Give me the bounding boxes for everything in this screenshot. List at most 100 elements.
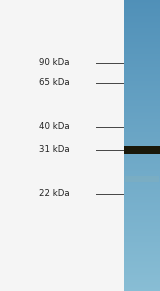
Bar (124, 98, 160, 99)
Bar (124, 76, 160, 77)
Bar (124, 284, 160, 285)
Bar (124, 216, 160, 217)
Bar (124, 137, 160, 138)
Bar (124, 38, 160, 39)
Bar (124, 2, 160, 3)
Bar (124, 31, 160, 32)
Bar (124, 53, 160, 54)
Bar (124, 36, 160, 37)
Bar (124, 151, 160, 152)
Bar (124, 214, 160, 215)
Bar (124, 266, 160, 267)
Bar (124, 267, 160, 268)
Bar (124, 128, 160, 129)
Bar (124, 122, 160, 123)
Bar (124, 255, 160, 256)
Bar (124, 17, 160, 18)
Text: 22 kDa: 22 kDa (39, 189, 70, 198)
Bar (124, 170, 160, 171)
Bar (124, 228, 160, 229)
Bar (124, 231, 160, 232)
Bar (124, 52, 160, 53)
Bar (124, 19, 160, 20)
Bar (124, 65, 160, 66)
Bar (124, 236, 160, 237)
Bar (124, 121, 160, 122)
Bar (124, 135, 160, 136)
Bar (124, 215, 160, 216)
Bar (124, 152, 160, 153)
Bar (124, 183, 160, 184)
Bar (124, 140, 160, 141)
Bar (124, 119, 160, 120)
Bar (124, 167, 160, 168)
Bar (124, 45, 160, 46)
Bar (124, 35, 160, 36)
Bar (124, 285, 160, 286)
Bar (124, 253, 160, 254)
Bar (124, 180, 160, 181)
Bar (124, 196, 160, 197)
Bar (124, 18, 160, 19)
Bar (124, 60, 160, 61)
Bar (124, 84, 160, 85)
Bar (124, 75, 160, 76)
Bar (124, 232, 160, 233)
Bar (124, 114, 160, 116)
Bar (124, 72, 160, 73)
Bar (124, 104, 160, 105)
Bar (124, 107, 160, 108)
Bar (124, 194, 160, 195)
Bar (124, 192, 160, 193)
Bar (124, 81, 160, 82)
Bar (124, 237, 160, 238)
Bar (124, 59, 160, 60)
Bar (124, 235, 160, 236)
Bar (124, 10, 160, 11)
Bar (124, 101, 160, 102)
Bar (124, 91, 160, 92)
Bar (124, 146, 160, 154)
Bar (124, 154, 160, 155)
Bar (124, 165, 160, 166)
Bar (124, 286, 160, 287)
Bar (124, 149, 160, 150)
Bar (124, 244, 160, 245)
Bar (124, 62, 160, 63)
Bar (124, 34, 160, 35)
Bar (124, 241, 160, 242)
Bar (124, 268, 160, 269)
Bar (124, 190, 160, 191)
Bar (124, 13, 160, 14)
Bar (124, 198, 160, 199)
Bar (124, 166, 160, 167)
Bar (124, 164, 160, 165)
Bar (124, 124, 160, 125)
Bar (124, 258, 160, 259)
Bar (124, 188, 160, 189)
Bar (124, 69, 160, 70)
Bar (124, 219, 160, 220)
Bar (124, 200, 160, 201)
Bar (124, 113, 160, 114)
Bar (124, 171, 160, 172)
Bar (124, 143, 160, 145)
Bar (124, 260, 160, 261)
Bar (124, 207, 160, 209)
Bar (124, 193, 160, 194)
Bar (124, 32, 160, 33)
Bar (124, 130, 160, 131)
Bar (124, 210, 160, 212)
Bar (124, 14, 160, 15)
Bar (124, 43, 160, 44)
Bar (124, 24, 160, 25)
Bar (124, 93, 160, 94)
Bar (124, 109, 160, 110)
Bar (124, 71, 160, 72)
Bar (124, 252, 160, 253)
Bar (124, 126, 160, 127)
Bar (124, 27, 160, 28)
Bar (124, 202, 160, 203)
Bar (124, 168, 160, 169)
Bar (124, 161, 160, 162)
